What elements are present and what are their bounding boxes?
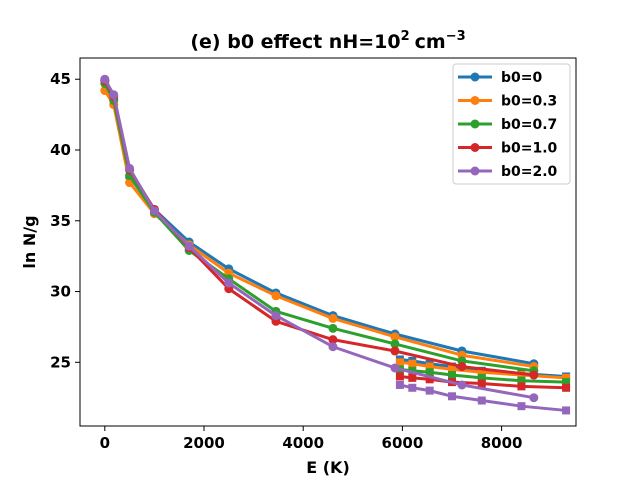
legend: b0=0 b0=0.3 b0=0.7 b0=1.0 b0=2.0 [452, 63, 571, 185]
series-b0-2-0-point [529, 393, 539, 403]
series-b0-0-3-tail-point [448, 365, 456, 374]
series-b0-2-0-point [224, 278, 234, 288]
y-tick-label: 25 [50, 353, 71, 371]
y-tick-label: 35 [50, 212, 71, 230]
series-b0-0-7-point [390, 339, 400, 349]
legend-swatch-marker-b0-0-7 [470, 119, 480, 129]
legend-label-b0-0-7: b0=0.7 [501, 117, 557, 133]
chart-title-unit: cm [415, 31, 446, 53]
series-b0-1-0-tail-point [562, 383, 571, 392]
x-tick-label: 8000 [481, 434, 523, 452]
series-b0-1-0-point [328, 335, 338, 345]
chart-title-main: (e) b0 effect nH=10 [190, 31, 400, 53]
plot-series-group [100, 74, 571, 415]
series-b0-0-7-point [328, 323, 338, 333]
series-b0-2-0-tail-point [477, 396, 486, 405]
series-b0-1-0-point [457, 362, 467, 372]
y-axis-ticks: 25 30 35 40 45 [50, 70, 80, 371]
series-b0-0-3-tail-point [425, 362, 434, 371]
series-b0-0-7-tail-point [517, 376, 526, 385]
series-b0-2-0-tail-point [448, 392, 456, 401]
chart-title-exponent: 2 [401, 29, 410, 44]
series-b0-2-0-point [457, 380, 467, 390]
series-b0-0-3-point [390, 332, 400, 342]
series-b0-1-0-point [529, 370, 539, 380]
series-b0-2-0-point [184, 241, 194, 251]
series-b0-0-7-tail-point [562, 378, 571, 387]
series-b0-0-3-point [328, 313, 338, 323]
y-tick-label: 30 [50, 283, 71, 301]
legend-label-b0-0-3: b0=0.3 [501, 94, 557, 110]
series-b0-1-0-tail-point [477, 379, 486, 388]
series-b0-2-0-point [125, 163, 135, 173]
series-b0-0-3-tail-point [408, 359, 417, 368]
legend-label-b0-1-0: b0=1.0 [501, 141, 558, 157]
y-tick-label: 40 [50, 141, 71, 159]
x-tick-label: 0 [100, 434, 110, 452]
series-b0-2-0-point [109, 90, 119, 100]
legend-label-b0-0: b0=0 [501, 70, 542, 86]
x-axis-label: E (K) [306, 458, 350, 477]
plot-area-frame [79, 57, 577, 427]
series-b0-1-0-tail-point [425, 375, 434, 384]
series-b0-2-0-point [390, 363, 400, 373]
series-b0-0-7-tail-point [448, 371, 456, 380]
series-b0-1-0-tail-point [517, 382, 526, 391]
series-b0-2-0-tail-point [517, 402, 526, 411]
series-b0-0-7-tail-point [408, 366, 417, 375]
series-b0-2-0-tail-point [408, 383, 417, 392]
series-b0-2-0-point [271, 311, 281, 321]
y-tick-label: 45 [50, 70, 71, 88]
series-b0-2-0-point [149, 206, 159, 216]
legend-swatch-marker-b0-2-0 [470, 166, 480, 176]
series-b0-0-3-tail-point [562, 373, 571, 382]
series-b0-2-0-tail-point [425, 386, 434, 395]
legend-swatch-marker-b0-0-3 [470, 96, 480, 105]
series-b0-1-0-tail-point [395, 372, 404, 381]
x-axis-ticks: 0 2000 4000 6000 8000 [100, 426, 523, 452]
series-b0-0-7-tail-point [477, 373, 486, 382]
y-axis-label: ln N/g [20, 215, 39, 268]
x-tick-label: 2000 [183, 434, 225, 452]
series-b0-2-0-point [100, 74, 110, 84]
series-b0-0-7-tail-point [425, 368, 434, 377]
x-tick-label: 6000 [382, 434, 424, 452]
series-b0-2-0-point [328, 342, 338, 352]
series-b0-2-0-tail-point [562, 406, 571, 415]
legend-frame [452, 63, 571, 185]
series-b0-0-3-tail-point [477, 368, 486, 377]
chart-title: (e) b0 effect nH=102 cm−3 [190, 29, 465, 53]
chart-title-unit-exponent: −3 [446, 29, 466, 44]
legend-swatch-marker-b0-1-0 [470, 143, 480, 152]
series-b0-1-0-tail-point [408, 373, 417, 382]
x-tick-label: 4000 [282, 434, 324, 452]
series-b0-2-0-tail-point [395, 380, 404, 389]
legend-label-b0-2-0: b0=2.0 [501, 164, 558, 180]
series-b0-0-3-tail-point [395, 358, 404, 367]
series-b0-0-3-point [271, 291, 281, 301]
legend-swatch-marker-b0-0 [470, 72, 480, 82]
series-b0-1-0-point [390, 346, 400, 356]
